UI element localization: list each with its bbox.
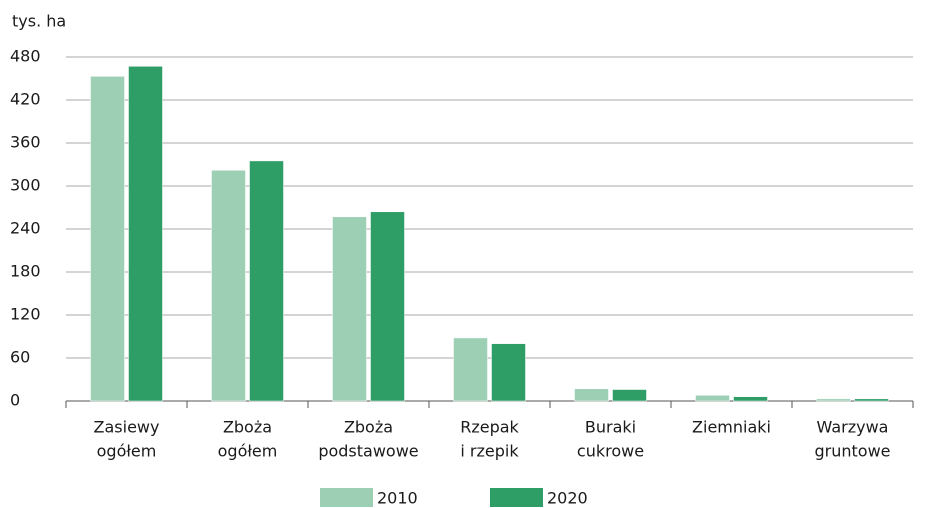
x-tick-label: Zasiewy: [94, 418, 160, 437]
x-tick-label: ogółem: [218, 442, 278, 461]
x-tick-label: gruntowe: [814, 442, 890, 461]
y-tick-label: 360: [10, 133, 41, 152]
x-tick-label: Buraki: [585, 418, 636, 437]
bar: [332, 216, 367, 402]
y-tick-label: 240: [10, 219, 41, 238]
bar: [612, 389, 647, 402]
x-tick-label: ogółem: [97, 442, 157, 461]
x-tick-label: podstawowe: [318, 442, 418, 461]
bar: [491, 343, 526, 402]
bar: [211, 169, 246, 402]
y-tick-label: 60: [10, 348, 30, 367]
bar: [90, 76, 125, 402]
legend-swatch: [320, 488, 373, 507]
bar: [128, 66, 163, 402]
x-tick-label: Ziemniaki: [692, 418, 771, 437]
legend-label: 2010: [377, 489, 418, 508]
y-tick-label: 480: [10, 47, 41, 66]
bar: [816, 398, 851, 402]
x-tick-label: Zboża: [223, 418, 272, 437]
y-tick-label: 420: [10, 90, 41, 109]
x-tick-label: i rzepik: [460, 442, 519, 461]
bar: [733, 396, 768, 402]
legend-label: 2020: [547, 489, 588, 508]
x-tick-label: Zboża: [344, 418, 393, 437]
bar: [453, 337, 488, 402]
bar: [574, 388, 609, 402]
bar: [249, 160, 284, 402]
legend-swatch: [490, 488, 543, 507]
bar: [695, 395, 730, 402]
y-tick-label: 0: [10, 391, 20, 410]
y-tick-label: 300: [10, 176, 41, 195]
x-tick-label: Rzepak: [460, 418, 519, 437]
y-axis-label: tys. ha: [12, 12, 66, 31]
x-tick-label: Warzywa: [817, 418, 889, 437]
bar: [370, 211, 405, 402]
bar: [854, 398, 889, 402]
y-tick-label: 180: [10, 262, 41, 281]
y-tick-label: 120: [10, 305, 41, 324]
x-tick-label: cukrowe: [577, 442, 644, 461]
